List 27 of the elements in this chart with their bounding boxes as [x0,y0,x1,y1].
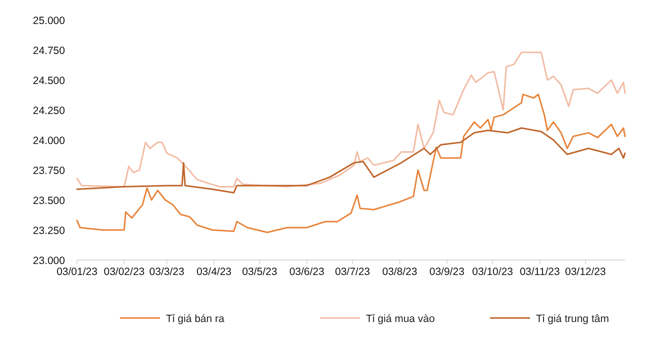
x-tick-label: 03/5/23 [242,266,278,278]
x-tick-label: 03/3/23 [149,266,184,278]
legend-label: Tỉ giá mua vào [366,313,436,325]
x-tick-label: 03/11/23 [520,266,560,278]
y-tick-label: 24.750 [32,45,66,57]
y-tick-label: 25.000 [32,15,66,27]
legend-label: Tỉ giá bán ra [166,313,225,325]
y-tick-label: 24.500 [32,75,66,87]
legend-label: Tỉ giá trung tâm [536,313,610,325]
line-series [76,94,626,234]
line-series [76,127,626,194]
y-tick-label: 24.000 [32,135,66,147]
x-tick-label: 03/4/23 [196,266,232,278]
x-tick-label: 03/6/23 [289,266,325,278]
y-tick-label: 24.250 [32,105,66,117]
y-tick-label: 23.750 [32,165,66,177]
y-tick-label: 23.000 [32,255,66,267]
x-tick-label: 03/8/23 [382,266,418,278]
y-tick-label: 23.250 [32,225,66,237]
x-tick-label: 03/7/23 [335,266,370,278]
x-tick-label: 03/10/23 [472,266,514,278]
x-tick-label: 03/01/23 [56,266,98,278]
line-series [76,52,626,188]
y-tick-label: 23.500 [32,195,66,207]
x-tick-label: 03/02/23 [104,266,145,278]
x-tick-label: 03/9/23 [429,266,465,278]
x-tick-label: 03/12/23 [564,266,606,278]
